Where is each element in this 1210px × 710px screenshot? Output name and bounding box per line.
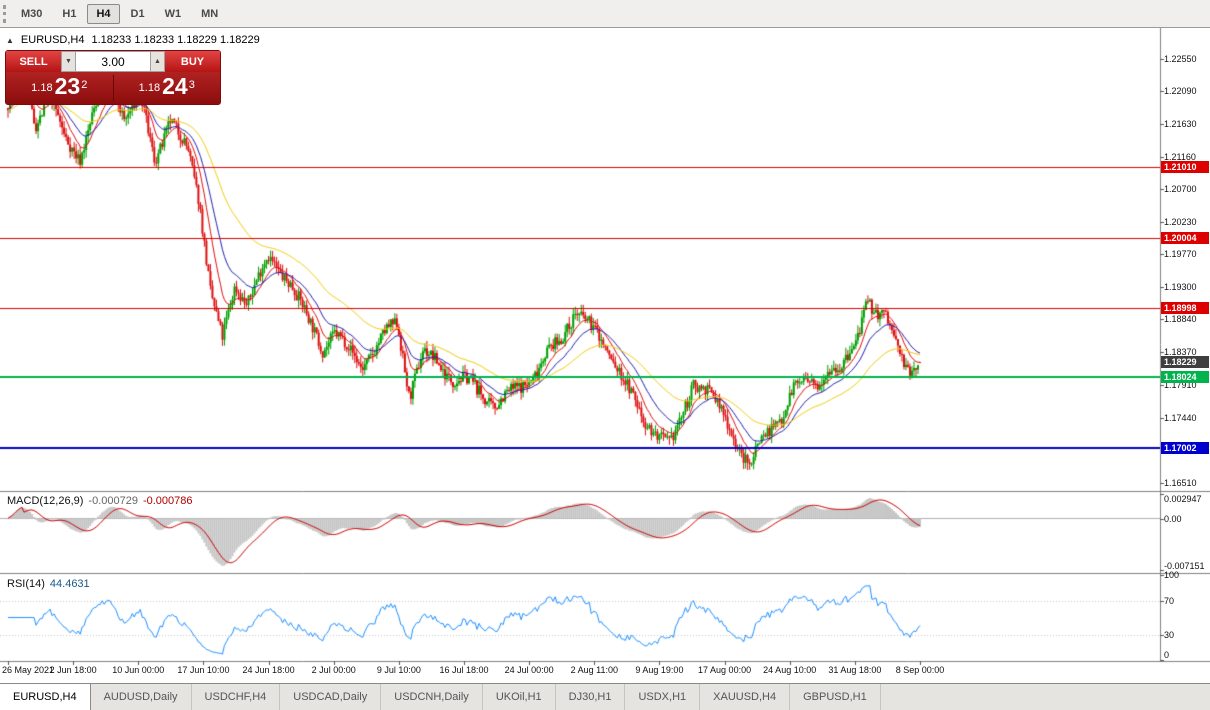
volume-increase-button[interactable]: ▲: [150, 51, 165, 72]
time-axis-label: 2 Jun 18:00: [49, 665, 97, 675]
timeframe-button-mn[interactable]: MN: [201, 7, 219, 20]
rsi-axis-label: 30: [1164, 629, 1175, 640]
hline-price-badge: 1.20004: [1161, 231, 1209, 244]
macd-main-value: -0.000729: [88, 495, 138, 507]
symbol-tab-xauusd[interactable]: XAUUSD,H4: [700, 684, 791, 710]
timeframe-button-m30[interactable]: M30: [21, 7, 43, 20]
trade-panel-controls: SELL ▼ 3.00 ▲ BUY: [6, 51, 220, 72]
timeframe-button-d1[interactable]: D1: [130, 7, 145, 20]
rsi-title: RSI(14): [7, 578, 45, 590]
volume-input[interactable]: 3.00: [76, 51, 150, 72]
current-price-badge: 1.18229: [1161, 356, 1209, 369]
time-axis-label: 2 Jul 00:00: [311, 665, 356, 675]
hline-price-badge: 1.18024: [1161, 370, 1209, 383]
price-axis-label: 1.22550: [1164, 54, 1197, 64]
buy-price-display[interactable]: 1.18 24 3: [114, 72, 221, 100]
trade-panel-prices: 1.18 23 2 1.18 24 3: [6, 72, 220, 104]
timeframe-button-h4[interactable]: H4: [87, 3, 120, 24]
price-axis-label: 1.20700: [1164, 183, 1197, 194]
price-axis-label: 1.20230: [1164, 216, 1197, 227]
sell-price-display[interactable]: 1.18 23 2: [6, 72, 113, 100]
price-axis-label: 1.16510: [1164, 478, 1197, 488]
symbol-tab-ukoil[interactable]: UKOil,H1: [483, 684, 556, 710]
macd-axis-label: 0.00: [1164, 513, 1182, 524]
buy-button[interactable]: BUY: [165, 51, 220, 72]
price-axis-label: 1.19770: [1164, 249, 1197, 260]
price-axis-label: 1.17910: [1164, 379, 1197, 390]
hline-price-badge: 1.17002: [1161, 442, 1209, 455]
timeframe-toolbar: M30 H1 H4 D1 W1 MN: [0, 0, 1210, 28]
time-axis-label: 24 Jul 00:00: [504, 665, 554, 675]
time-axis-label: 31 Aug 18:00: [828, 665, 882, 675]
time-axis-label: 9 Aug 19:00: [635, 665, 684, 675]
sell-button[interactable]: SELL: [6, 51, 61, 72]
time-axis-label: 26 May 2021: [2, 665, 55, 675]
symbol-tab-usdchf[interactable]: USDCHF,H4: [192, 684, 281, 710]
price-axis-label: 1.17440: [1164, 412, 1197, 423]
macd-title: MACD(12,26,9): [7, 495, 84, 507]
ohlc-values: 1.18233 1.18233 1.18229 1.18229: [91, 34, 260, 46]
time-axis-label: 8 Sep 00:00: [895, 665, 945, 675]
buy-price-pips: 24: [162, 72, 188, 99]
rsi-axis-label: 70: [1164, 595, 1175, 606]
symbol-tab-usdcnh[interactable]: USDCNH,Daily: [381, 684, 483, 710]
symbol-tab-usdx[interactable]: USDX,H1: [625, 684, 701, 710]
price-axis-label: 1.21630: [1164, 118, 1197, 129]
symbol-tab-bar: EURUSD,H4 AUDUSD,Daily USDCHF,H4 USDCAD,Dai…: [0, 683, 1210, 710]
buy-price-point: 3: [188, 78, 195, 91]
price-axis-label: 1.18370: [1164, 347, 1197, 358]
rsi-indicator-label: RSI(14) 44.4631: [7, 578, 90, 590]
price-axis-label: 1.21160: [1164, 151, 1196, 162]
chart-canvas[interactable]: [0, 28, 1210, 683]
price-axis-label: 1.22090: [1164, 86, 1197, 97]
sell-price-prefix: 1.18: [31, 82, 53, 95]
price-axis-label: 1.18840: [1164, 314, 1197, 325]
timeframe-button-h1[interactable]: H1: [62, 7, 77, 20]
macd-axis-label: 0.002947: [1164, 494, 1202, 504]
time-axis-label: 17 Aug 00:00: [698, 665, 752, 675]
chart-ohlc-header: ▲ EURUSD,H4 1.18233 1.18233 1.18229 1.18…: [6, 34, 260, 46]
price-divider: [112, 75, 114, 101]
rsi-axis-label: 0: [1164, 650, 1170, 660]
chart-area: ▲ EURUSD,H4 1.18233 1.18233 1.18229 1.18…: [0, 28, 1210, 683]
time-axis-label: 10 Jun 00:00: [112, 665, 165, 675]
sell-price-point: 2: [81, 78, 88, 91]
symbol-tab-eurusd[interactable]: EURUSD,H4: [0, 684, 91, 710]
rsi-axis-label: 100: [1164, 570, 1180, 580]
macd-signal-value: -0.000786: [142, 495, 193, 507]
time-axis-label: 24 Jun 18:00: [242, 665, 295, 675]
time-axis-label: 16 Jul 18:00: [439, 665, 489, 675]
time-axis-label: 2 Aug 11:00: [570, 665, 618, 675]
time-axis-label: 24 Aug 10:00: [763, 665, 817, 675]
symbol-tab-usdcad[interactable]: USDCAD,Daily: [280, 684, 382, 710]
symbol-tab-dj30[interactable]: DJ30,H1: [556, 684, 626, 710]
symbol-period-label: EURUSD,H4: [20, 34, 85, 46]
time-axis-label: 17 Jun 10:00: [177, 665, 230, 675]
volume-decrease-button[interactable]: ▼: [61, 51, 76, 72]
macd-indicator-label: MACD(12,26,9) -0.000729 -0.000786: [7, 495, 193, 507]
rsi-value: 44.4631: [49, 578, 90, 590]
hline-price-badge: 1.21010: [1161, 161, 1209, 174]
one-click-toggle-icon[interactable]: ▲: [6, 35, 14, 45]
price-axis[interactable]: 1.22550 1.22090 1.21630 1.21160 1.20700 1.202…: [1161, 28, 1210, 661]
price-axis-label: 1.19300: [1164, 282, 1197, 293]
time-axis[interactable]: 26 May 2021 2 Jun 18:00 10 Jun 00:00 17 Jun…: [0, 662, 1160, 682]
buy-price-prefix: 1.18: [138, 82, 161, 95]
timeframe-bar: M30 H1 H4 D1 W1 MN: [11, 3, 228, 24]
symbol-tab-audusd[interactable]: AUDUSD,Daily: [91, 684, 192, 710]
hline-price-badge: 1.18998: [1161, 302, 1209, 315]
one-click-trade-panel: SELL ▼ 3.00 ▲ BUY 1.18 23 2 1.18 24 3: [5, 50, 221, 105]
timeframe-button-w1[interactable]: W1: [164, 7, 182, 20]
macd-axis-label: -0.007151: [1164, 561, 1205, 571]
toolbar-grip[interactable]: [3, 4, 7, 23]
time-axis-label: 9 Jul 10:00: [376, 665, 421, 675]
symbol-tab-gbpusd[interactable]: GBPUSD,H1: [790, 684, 881, 710]
sell-price-pips: 23: [54, 72, 81, 99]
